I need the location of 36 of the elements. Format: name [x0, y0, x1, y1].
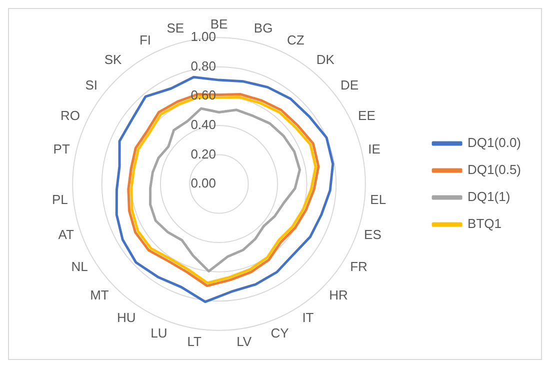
- spoke-label: PL: [52, 192, 68, 208]
- spoke-label: SE: [166, 20, 184, 36]
- spoke-label: EL: [370, 192, 386, 208]
- spoke-label: DE: [340, 77, 359, 92]
- spoke-label: LV: [236, 334, 252, 349]
- y-tick-label: 1.00: [190, 29, 216, 44]
- spoke-label: BE: [210, 16, 228, 32]
- spoke-label: HU: [117, 310, 136, 325]
- spoke-label: LU: [150, 326, 168, 341]
- spoke-label: SK: [104, 52, 122, 67]
- y-tick-label: 0.20: [190, 146, 216, 162]
- legend-label: DQ1(1): [468, 189, 510, 204]
- y-tick-label: 0.40: [190, 117, 216, 132]
- spoke-label: CY: [270, 326, 290, 341]
- legend-label: BTQ1: [468, 216, 502, 232]
- spoke-label: FR: [350, 259, 368, 274]
- spoke-label: CZ: [286, 32, 304, 48]
- spoke-label: BG: [254, 20, 273, 36]
- legend-label: DQ1(0.0): [468, 135, 522, 150]
- y-tick-label: 0.80: [190, 58, 216, 74]
- legend-label: DQ1(0.5): [468, 162, 522, 178]
- spoke-label: RO: [60, 108, 80, 123]
- spoke-label: IT: [302, 310, 314, 325]
- spoke-label: HR: [329, 287, 348, 302]
- spoke-label: SI: [85, 77, 98, 92]
- spoke-label: DK: [316, 52, 335, 67]
- spoke-label: EE: [358, 108, 376, 123]
- y-tick-label: 0.00: [190, 176, 216, 191]
- spoke-label: IE: [368, 141, 381, 156]
- spoke-label: LT: [187, 334, 202, 349]
- spoke-label: FI: [139, 32, 152, 48]
- spoke-label: AT: [58, 226, 74, 242]
- spoke-label: MT: [90, 287, 109, 302]
- spoke-label: ES: [364, 226, 382, 242]
- spoke-label: PT: [53, 141, 70, 156]
- spoke-label: NL: [71, 259, 88, 274]
